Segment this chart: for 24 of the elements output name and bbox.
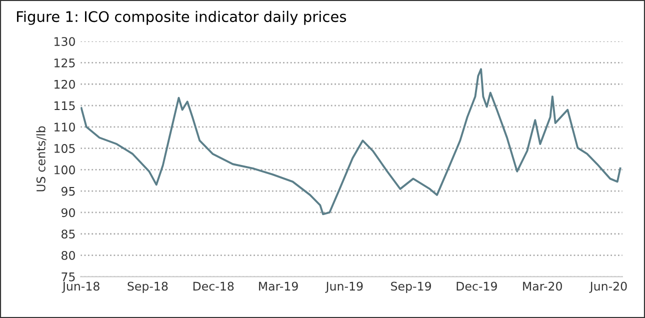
y-tick-label: 130: [54, 37, 75, 46]
x-tick-label: Jun-18: [62, 282, 100, 293]
y-tick-label: 80: [62, 250, 75, 260]
x-tick-label: Mar-19: [259, 282, 298, 291]
x-tick-label: Dec-19: [456, 282, 497, 291]
x-tick-label: Mar-20: [523, 282, 562, 291]
x-tick-label: Jun-19: [325, 282, 363, 293]
x-tick-label: Dec-18: [193, 282, 234, 291]
x-tick-label: Jun-20: [589, 282, 627, 293]
y-tick-label: 110: [54, 122, 75, 132]
x-tick-label: Sep-19: [391, 282, 431, 293]
y-tick-label: 125: [54, 58, 75, 68]
chart-title: Figure 1: ICO composite indicator daily prices: [17, 10, 346, 25]
y-tick-label: 75: [62, 272, 75, 282]
y-axis-title: US cents/lb: [36, 126, 46, 192]
y-tick-label: 95: [61, 186, 75, 196]
y-tick-label: 115: [54, 101, 75, 110]
y-tick-label: 90: [61, 208, 75, 218]
y-tick-label: 100: [54, 165, 75, 174]
line-series: [80, 68, 622, 216]
y-tick-label: 120: [54, 80, 75, 89]
x-tick-label: Sep-18: [128, 282, 168, 293]
y-tick-label: 105: [54, 144, 75, 153]
y-tick-label: 85: [62, 230, 75, 239]
